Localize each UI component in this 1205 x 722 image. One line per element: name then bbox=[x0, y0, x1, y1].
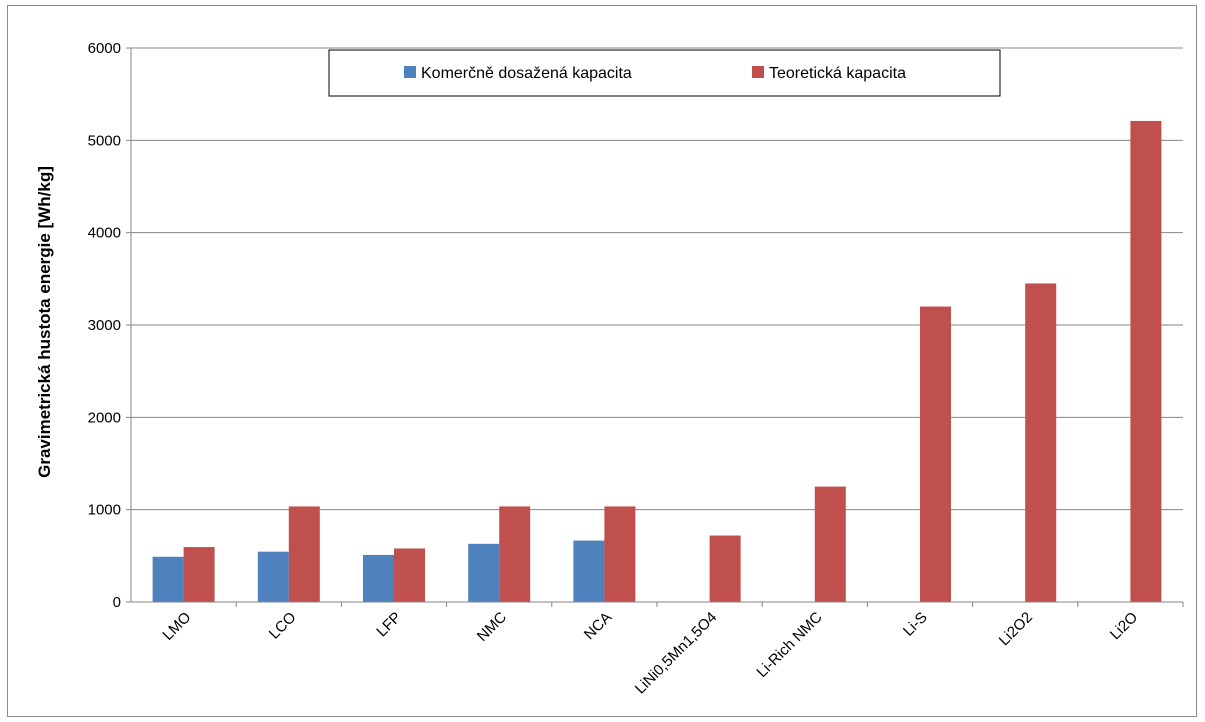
bar-commercial bbox=[152, 556, 184, 602]
x-tick-label: Li-Rich NMC bbox=[753, 609, 825, 681]
bar-commercial bbox=[257, 551, 289, 602]
y-tick-labels: 0 1000 2000 3000 4000 5000 6000 bbox=[88, 40, 131, 611]
y-tick-label: 6000 bbox=[88, 40, 121, 57]
bar-theoretical bbox=[920, 306, 951, 602]
y-tick-label: 4000 bbox=[88, 225, 121, 242]
bar-theoretical bbox=[183, 547, 215, 602]
bar-theoretical bbox=[814, 486, 846, 602]
y-tick-label: 5000 bbox=[88, 132, 121, 149]
y-tick-label: 2000 bbox=[88, 409, 121, 426]
bar-theoretical bbox=[604, 506, 636, 602]
x-tick-label: NCA bbox=[581, 609, 615, 643]
legend-label-theoretical: Teoretická kapacita bbox=[769, 65, 906, 82]
x-tick-label: NMC bbox=[474, 609, 510, 645]
bar-theoretical bbox=[394, 548, 425, 602]
x-tick-label: Li2O bbox=[1107, 609, 1141, 643]
legend-label-commercial: Komerčně dosažená kapacita bbox=[421, 65, 632, 82]
x-tick-label: LCO bbox=[266, 609, 300, 643]
legend: Komerčně dosažená kapacita Teoretická ka… bbox=[328, 49, 1001, 97]
x-tick-label: Li-S bbox=[900, 609, 931, 640]
bars bbox=[152, 120, 1162, 603]
legend-swatch-theoretical bbox=[752, 66, 764, 78]
bar-commercial bbox=[573, 540, 605, 602]
x-tick-label: LiNi0,5Mn1,5O4 bbox=[632, 609, 721, 698]
legend-swatch-commercial bbox=[404, 66, 416, 78]
legend-box bbox=[328, 49, 1001, 97]
x-tick-label: Li2O2 bbox=[996, 609, 1036, 649]
x-tick-labels: LMO LCO LFP NMC NCA LiNi0,5Mn1,5O4 Li-Rich NMC… bbox=[159, 602, 1184, 698]
bar-theoretical bbox=[1025, 283, 1057, 602]
y-tick-label: 1000 bbox=[88, 502, 121, 519]
bar-commercial bbox=[363, 554, 394, 602]
bar-theoretical bbox=[1130, 120, 1162, 603]
y-tick-label: 0 bbox=[113, 594, 121, 611]
y-axis-label: Gravimetrická hustota energie [Wh/kg] bbox=[35, 166, 54, 478]
y-tick-label: 3000 bbox=[88, 317, 121, 334]
bar-theoretical bbox=[499, 506, 531, 602]
x-tick-label: LMO bbox=[159, 609, 194, 644]
bar-theoretical bbox=[709, 535, 741, 602]
bar-theoretical bbox=[288, 506, 320, 602]
x-tick-label: LFP bbox=[373, 609, 404, 640]
bar-commercial bbox=[468, 543, 500, 602]
